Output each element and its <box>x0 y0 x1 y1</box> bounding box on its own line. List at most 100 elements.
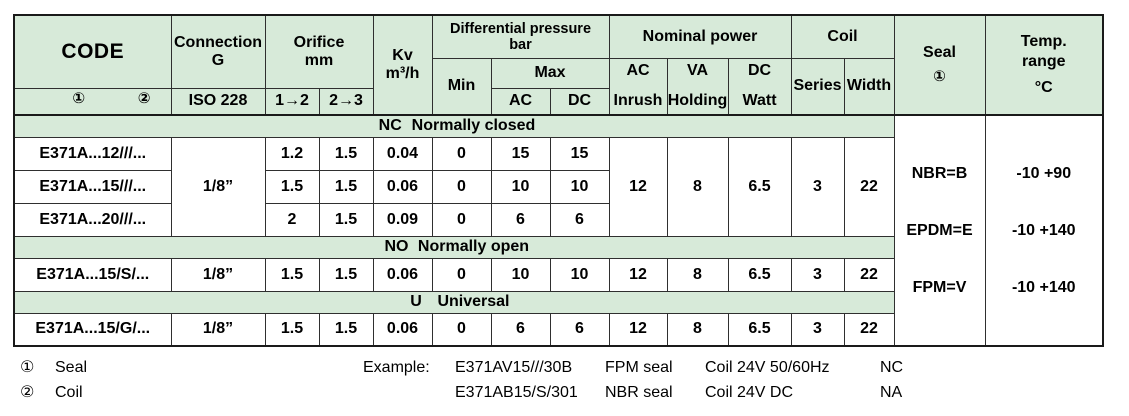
orifice-23-cell: 1.5 <box>318 169 374 204</box>
coil-width-header: Width <box>843 57 895 116</box>
iso-header: ISO 228 <box>170 87 266 116</box>
dc-watt-cell: 6.5 <box>727 136 792 237</box>
orifice-12-cell: 1.2 <box>264 136 320 171</box>
va-holding-header: VA Holding <box>666 57 729 116</box>
dc-watt-header: DC Watt <box>727 57 792 116</box>
footnote-label: Seal <box>55 359 88 376</box>
coil-header: Coil <box>790 14 895 59</box>
example-line-2: E371AB15/S/301 NBR seal Coil 24V DC NA <box>455 380 903 405</box>
code-cell: E371A...15///... <box>13 169 172 204</box>
code-cell: E371A...20///... <box>13 202 172 237</box>
max-ac-cell: 10 <box>490 257 551 292</box>
seal-option-fpm: FPM=V <box>912 279 967 296</box>
orifice-12-cell: 2 <box>264 202 320 237</box>
max-dc-cell: 15 <box>549 136 610 171</box>
section-row-nc: NC Normally closed NBR=B EPDM=E FPM=V -1… <box>13 114 1104 347</box>
coil-series-cell: 3 <box>790 312 845 347</box>
orifice-12-cell: 1.5 <box>264 257 320 292</box>
code-cell: E371A...15/G/... <box>13 312 172 347</box>
temp-range-fpm: -10 +140 <box>1011 279 1076 296</box>
dc-watt-cell: 6.5 <box>727 312 792 347</box>
section-row-no: NO Normally open <box>13 235 1103 259</box>
coil-series-cell: 3 <box>790 136 845 237</box>
section-label: Normally open <box>417 238 530 256</box>
max-dc-cell: 6 <box>549 312 610 347</box>
ac-inrush-cell: 12 <box>608 257 668 292</box>
code-header: CODE <box>13 14 172 89</box>
table-row: E371A...15/G/... 1/8” 1.5 1.5 0.06 0 6 6… <box>13 312 1103 347</box>
min-cell: 0 <box>431 312 492 347</box>
max-dc-cell: 10 <box>549 169 610 204</box>
va-holding-cell: 8 <box>666 312 729 347</box>
example-block: Example: E371AV15///30B FPM seal Coil 24… <box>363 355 903 405</box>
max-ac-cell: 6 <box>490 312 551 347</box>
temp-range-nbr: -10 +90 <box>1016 165 1072 182</box>
orifice-23-cell: 1.5 <box>318 136 374 171</box>
footnote-label: Coil <box>55 384 83 401</box>
seal-column-cell: NBR=B EPDM=E FPM=V <box>893 114 986 347</box>
table-row: E371A...12///... 1/8” 1.2 1.5 0.04 0 15 … <box>13 136 1103 237</box>
min-header: Min <box>431 57 492 116</box>
max-header: Max <box>490 57 610 89</box>
section-label: Normally closed <box>411 117 536 135</box>
orifice-23-header: 2→3 <box>318 87 374 116</box>
coil-series-cell: 3 <box>790 257 845 292</box>
va-holding-cell: 8 <box>666 257 729 292</box>
section-label: Universal <box>437 293 510 311</box>
max-ac-cell: 10 <box>490 169 551 204</box>
kv-cell: 0.06 <box>372 169 433 204</box>
connection-header: Connection G <box>170 14 266 89</box>
max-ac-header: AC <box>490 87 551 116</box>
seal-option-epdm: EPDM=E <box>906 222 973 239</box>
orifice-header: Orifice mm <box>264 14 374 89</box>
section-code: NC <box>378 117 402 135</box>
orifice-23-cell: 1.5 <box>318 202 374 237</box>
kv-cell: 0.04 <box>372 136 433 171</box>
example-label: Example: <box>363 359 430 376</box>
footnote-coil: ② Coil <box>20 380 363 405</box>
ac-inrush-header: AC Inrush <box>608 57 668 116</box>
min-cell: 0 <box>431 169 492 204</box>
example-code: E371AB15/S/301 <box>455 384 578 401</box>
min-cell: 0 <box>431 257 492 292</box>
example-seal: FPM seal <box>605 359 673 376</box>
code-cell: E371A...15/S/... <box>13 257 172 292</box>
example-seal: NBR seal <box>605 384 673 401</box>
footnote-mark-2: ② <box>20 384 35 401</box>
connection-cell: 1/8” <box>170 136 266 237</box>
table-header: CODE Connection G Orifice mm Kv m³/h Differ… <box>13 14 1104 116</box>
temp-range-column-cell: -10 +90 -10 +140 -10 +140 <box>984 114 1104 347</box>
example-code: E371AV15///30B <box>455 359 573 376</box>
example-function: NC <box>880 359 904 376</box>
footnote-seal: ① Seal <box>20 355 363 380</box>
table-row: E371A...20///... 2 1.5 0.09 0 6 6 <box>13 202 1103 237</box>
coil-width-cell: 22 <box>843 312 895 347</box>
kv-cell: 0.06 <box>372 257 433 292</box>
valve-spec-table: CODE Connection G Orifice mm Kv m³/h Differ… <box>13 14 1104 347</box>
kv-cell: 0.06 <box>372 312 433 347</box>
va-holding-cell: 8 <box>666 136 729 237</box>
footnote-mark-1: ① <box>20 359 35 376</box>
footnote-mark-2: ② <box>137 89 151 107</box>
max-ac-cell: 6 <box>490 202 551 237</box>
coil-width-cell: 22 <box>843 257 895 292</box>
table-row: E371A...15/S/... 1/8” 1.5 1.5 0.06 0 10 … <box>13 257 1103 292</box>
kv-cell: 0.09 <box>372 202 433 237</box>
table-row: E371A...15///... 1.5 1.5 0.06 0 10 10 <box>13 169 1103 204</box>
max-dc-header: DC <box>549 87 610 116</box>
diff-pressure-header: Differential pressure bar <box>431 14 610 59</box>
connection-cell: 1/8” <box>170 312 266 347</box>
orifice-12-cell: 1.5 <box>264 169 320 204</box>
temp-range-epdm: -10 +140 <box>1011 222 1076 239</box>
footer: ① Seal ② Coil Example: E371AV15///30B FP… <box>13 355 1129 405</box>
min-cell: 0 <box>431 136 492 171</box>
example-line-1: E371AV15///30B FPM seal Coil 24V 50/60Hz… <box>455 355 903 380</box>
page: CODE Connection G Orifice mm Kv m³/h Differ… <box>13 14 1129 405</box>
code-footnote-marks: ① ② <box>13 87 172 116</box>
table-body: NC Normally closed NBR=B EPDM=E FPM=V -1… <box>13 114 1104 347</box>
orifice-23-cell: 1.5 <box>318 312 374 347</box>
seal-option-nbr: NBR=B <box>911 165 968 182</box>
min-cell: 0 <box>431 202 492 237</box>
section-code: U <box>410 293 422 311</box>
nominal-power-header: Nominal power <box>608 14 792 59</box>
